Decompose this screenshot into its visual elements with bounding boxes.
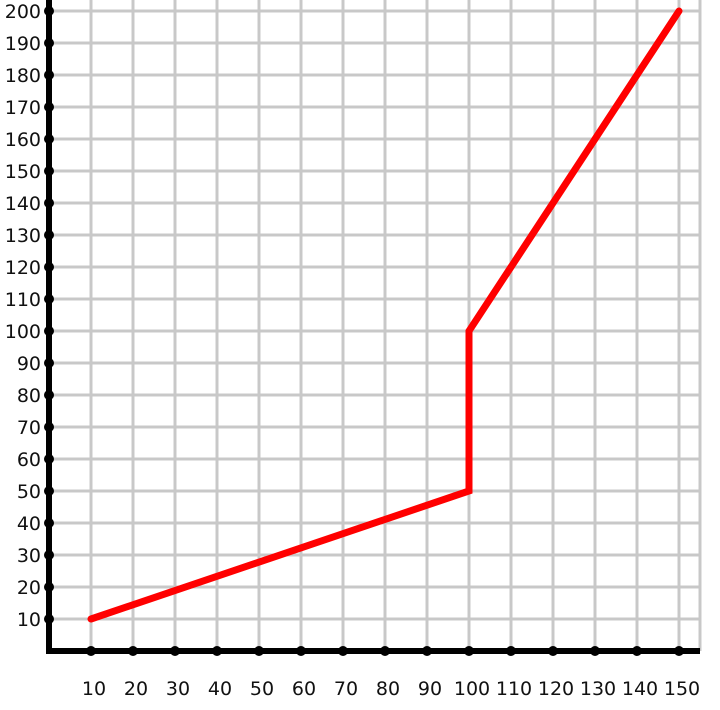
- x-tick-mark: [674, 646, 684, 656]
- x-tick-label: 10: [82, 678, 106, 700]
- y-tick-mark: [44, 486, 54, 496]
- y-tick-mark: [44, 70, 54, 80]
- y-tick-label: 120: [5, 257, 41, 279]
- y-tick-mark: [44, 38, 54, 48]
- y-tick-label: 190: [5, 33, 41, 55]
- y-tick-label: 150: [5, 161, 41, 183]
- x-tick-label: 80: [376, 678, 400, 700]
- y-tick-mark: [44, 326, 54, 336]
- x-tick-label: 110: [496, 678, 532, 700]
- x-tick-mark: [86, 646, 96, 656]
- x-tick-label: 130: [580, 678, 616, 700]
- x-tick-label: 30: [166, 678, 190, 700]
- x-tick-label: 100: [454, 678, 490, 700]
- x-tick-mark: [590, 646, 600, 656]
- y-tick-label: 170: [5, 97, 41, 119]
- x-tick-label: 50: [250, 678, 274, 700]
- y-tick-mark: [44, 422, 54, 432]
- y-tick-label: 100: [5, 321, 41, 343]
- gridlines: [49, 0, 702, 651]
- y-tick-mark: [44, 390, 54, 400]
- x-tick-label: 90: [418, 678, 442, 700]
- y-tick-mark: [44, 6, 54, 16]
- series-line: [87, 7, 683, 623]
- y-tick-mark: [44, 262, 54, 272]
- y-tick-label: 80: [17, 385, 41, 407]
- y-tick-mark: [44, 550, 54, 560]
- x-tick-mark: [548, 646, 558, 656]
- x-tick-label: 150: [664, 678, 700, 700]
- y-tick-mark: [44, 358, 54, 368]
- y-tick-label: 160: [5, 129, 41, 151]
- y-tick-mark: [44, 518, 54, 528]
- x-tick-mark: [338, 646, 348, 656]
- y-tick-mark: [44, 454, 54, 464]
- x-tick-label: 120: [538, 678, 574, 700]
- x-tick-mark: [506, 646, 516, 656]
- series-layer: [87, 7, 683, 623]
- y-tick-mark: [44, 582, 54, 592]
- y-tick-label: 60: [17, 449, 41, 471]
- y-tick-label: 10: [17, 609, 41, 631]
- y-tick-label: 200: [5, 1, 41, 23]
- y-tick-label: 30: [17, 545, 41, 567]
- x-tick-label: 20: [124, 678, 148, 700]
- y-tick-label: 40: [17, 513, 41, 535]
- x-tick-label: 40: [208, 678, 232, 700]
- y-tick-label: 50: [17, 481, 41, 503]
- x-tick-mark: [380, 646, 390, 656]
- y-tick-mark: [44, 614, 54, 624]
- x-tick-mark: [170, 646, 180, 656]
- y-tick-label: 110: [5, 289, 41, 311]
- y-tick-mark: [44, 102, 54, 112]
- x-tick-mark: [632, 646, 642, 656]
- x-tick-label: 70: [334, 678, 358, 700]
- x-tick-mark: [296, 646, 306, 656]
- x-tick-mark: [464, 646, 474, 656]
- y-tick-mark: [44, 166, 54, 176]
- y-tick-label: 20: [17, 577, 41, 599]
- tick-marks: [44, 6, 684, 656]
- y-tick-label: 70: [17, 417, 41, 439]
- y-tick-label: 140: [5, 193, 41, 215]
- x-tick-mark: [128, 646, 138, 656]
- y-tick-label: 130: [5, 225, 41, 247]
- y-tick-mark: [44, 134, 54, 144]
- x-tick-mark: [254, 646, 264, 656]
- x-tick-label: 60: [292, 678, 316, 700]
- x-tick-mark: [422, 646, 432, 656]
- x-tick-label: 140: [622, 678, 658, 700]
- y-tick-label: 90: [17, 353, 41, 375]
- y-tick-mark: [44, 198, 54, 208]
- y-tick-label: 180: [5, 65, 41, 87]
- y-tick-mark: [44, 230, 54, 240]
- tick-labels: 10 20 30 40 50 60 70 80 90 100 110 120 130 140 150 10 20…: [5, 1, 700, 700]
- y-tick-mark: [44, 294, 54, 304]
- x-tick-mark: [212, 646, 222, 656]
